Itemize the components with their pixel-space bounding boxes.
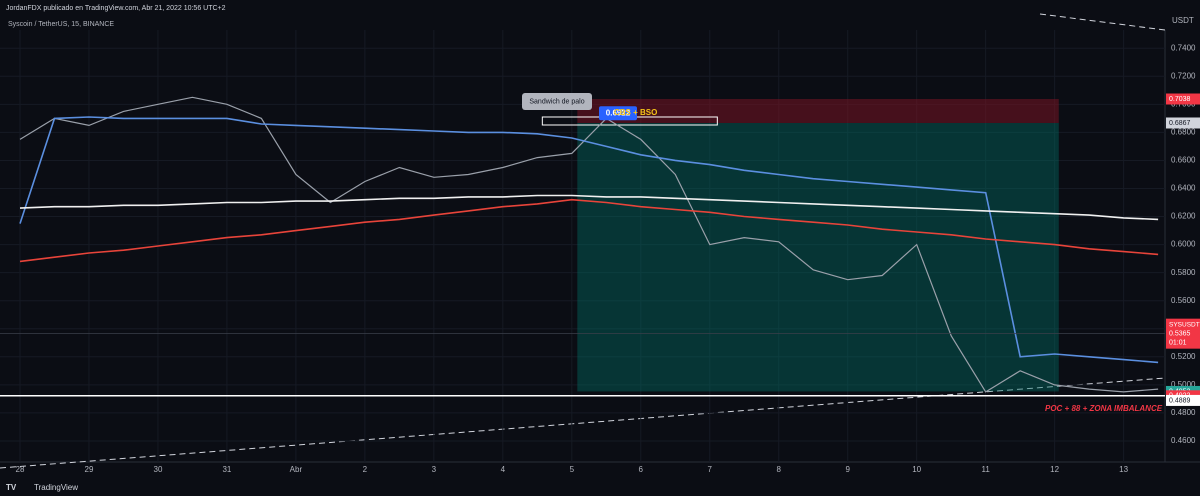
price-tag-value: 0.4889 [1169,397,1191,404]
y-tick-label: 0.6800 [1171,127,1196,136]
callout-box [599,106,637,121]
x-tick-label: 7 [708,465,713,474]
price-tag-name: SYSUSDT [1169,321,1200,328]
y-tick-label: 0.6400 [1171,184,1196,193]
y-tick-label: 0.6200 [1171,212,1196,221]
series-line [19,116,1159,364]
x-tick-label: 2 [363,465,368,474]
publisher: JordanFDX publicado en TradingView.com, … [6,5,226,12]
price-tag-time: 01:01 [1169,340,1187,347]
target-zone [577,122,1059,392]
y-tick-label: 0.5200 [1171,352,1196,361]
series-line [19,96,1159,393]
x-tick-label: 5 [570,465,575,474]
price-tag [1166,117,1200,129]
price-tag [1166,318,1200,349]
y-tick-label: 0.6000 [1171,240,1196,249]
x-tick-label: 30 [154,465,163,474]
x-tick-label: 11 [982,465,991,474]
x-tick-label: 28 [16,465,25,474]
y-tick-label: 0.5800 [1171,268,1196,277]
y-tick-label: 0.7400 [1171,43,1196,52]
x-tick-label: Abr [290,465,303,474]
note-box [522,93,592,110]
y-tick-label: 0.7200 [1171,71,1196,80]
price-tag [1166,93,1200,105]
setup-label: CBS + BSO [614,108,657,117]
trend-line [0,377,1166,469]
x-tick-label: 9 [845,465,850,474]
x-tick-label: 10 [912,465,921,474]
unit-label: USDT [1172,16,1194,25]
series-line [19,198,1159,263]
x-tick-label: 3 [432,465,437,474]
x-tick-label: 6 [639,465,644,474]
x-tick-label: 31 [222,465,231,474]
logo: TV [6,483,17,492]
price-tag [1166,394,1200,406]
y-tick-label: 0.5000 [1171,380,1196,389]
x-tick-label: 8 [777,465,782,474]
plot: 0.46000.48000.50000.52000.54000.56000.58… [0,30,1200,474]
price-tag-value: 0.6867 [1169,120,1191,127]
x-tick-label: 13 [1119,465,1128,474]
callout: 0.6922 [606,108,631,117]
series-line [19,194,1159,221]
y-tick-label: 0.6600 [1171,156,1196,165]
note: Sandwich de palo [529,98,584,105]
price-tag-value: 0.5365 [1169,331,1191,338]
y-tick-label: 0.5600 [1171,296,1196,305]
y-tick-label: 0.4600 [1171,436,1196,445]
x-tick-label: 4 [501,465,506,474]
chart-title: Syscoin / TetherUS, 15, BINANCE [8,21,114,28]
trend-line [1039,13,1166,31]
zone-label: POC + 88 + ZONA IMBALANCE [1045,404,1163,413]
x-tick-label: 12 [1050,465,1059,474]
y-tick-label: 0.4800 [1171,408,1196,417]
footer: TradingView [34,483,78,492]
x-tick-label: 29 [85,465,94,474]
price-tag-value: 0.7038 [1169,96,1191,103]
